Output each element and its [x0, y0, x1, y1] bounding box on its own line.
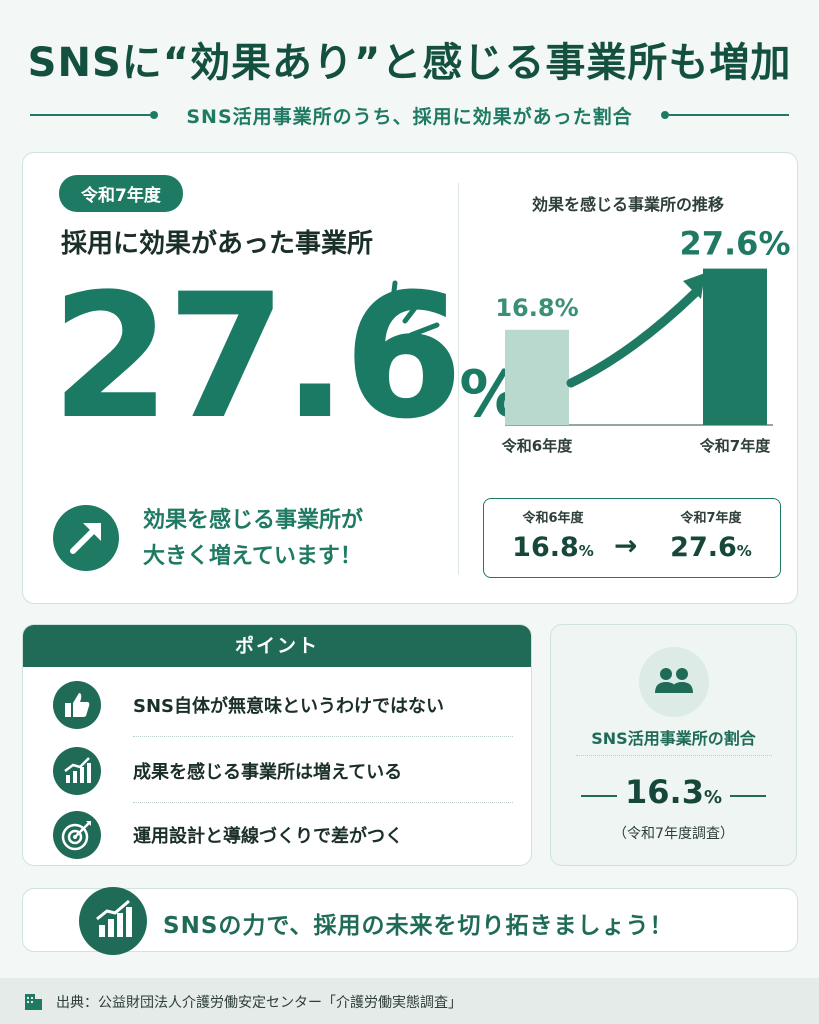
comparison-from-unit: % [578, 542, 594, 560]
subtitle-dot-left [150, 111, 158, 119]
ratio-value-wrap: 16.3% [551, 773, 796, 811]
comparison-arrow-icon: → [614, 529, 638, 562]
target-icon [53, 811, 101, 859]
subtitle: SNS活用事業所のうち、採用に効果があった割合 [186, 106, 633, 128]
comparison-to-year: 令和7年度 [680, 511, 742, 526]
emphasis-lines-icon [388, 280, 440, 338]
main-card: 令和7年度 採用に効果があった事業所 27.6% 効果を感じる事業所が 大きく増… [22, 152, 798, 604]
comparison-from-value: 16.8 [512, 532, 579, 563]
trend-arrow-head [683, 273, 705, 299]
main-message-line1: 効果を感じる事業所が [143, 508, 364, 533]
bar-令和7年度 [703, 268, 767, 425]
comparison-to-unit: % [736, 542, 752, 560]
ratio-note: （令和7年度調査） [613, 826, 734, 842]
ratio-card: SNS活用事業所の割合 16.3% （令和7年度調査） [550, 624, 797, 866]
subtitle-line-left [30, 114, 150, 116]
cta-banner: SNSの力で、採用の未来を切り拓きましょう！ [22, 887, 798, 955]
card-divider [458, 183, 459, 575]
main-heading: 採用に効果があった事業所 [61, 229, 374, 259]
bar-chart-up-icon [79, 887, 147, 955]
ratio-line-right [730, 795, 766, 797]
trend-bar-chart: 16.8% 令和6年度 27.6% 令和7年度 [495, 225, 790, 455]
source-footer: 出典：公益財団法人介護労働安定センター「介護労働実態調査」 [0, 978, 819, 1024]
ratio-line-left [581, 795, 617, 797]
list-item: 運用設計と導線づくりで差がつく [53, 807, 513, 863]
subtitle-row: SNS活用事業所のうち、採用に効果があった割合 [30, 100, 789, 130]
points-heading: ポイント [23, 625, 531, 667]
thumbs-up-icon [53, 681, 101, 729]
users-icon [639, 647, 709, 717]
bar-value-label: 27.6% [679, 225, 790, 263]
source-text: 出典：公益財団法人介護労働安定センター「介護労働実態調査」 [56, 995, 462, 1011]
page-title: SNSに“効果あり”と感じる事業所も増加 [27, 40, 792, 86]
points-card: ポイント SNS自体が無意味というわけではない 成果を感じる事業所は増えている [22, 624, 532, 866]
comparison-from-value-wrap: 16.8% [498, 532, 608, 563]
comparison-to-value-wrap: 27.6% [656, 532, 766, 563]
arrow-up-right-icon [53, 505, 119, 571]
comparison-box: 令和6年度 16.8% → 令和7年度 27.6% [483, 498, 781, 578]
divider [133, 802, 513, 803]
building-icon [25, 994, 42, 1010]
big-percentage: 27.6% [51, 271, 524, 443]
point-text: 運用設計と導線づくりで差がつく [133, 826, 403, 847]
main-message-line2: 大きく増えています！ [143, 544, 362, 569]
chart-title: 効果を感じる事業所の推移 [531, 195, 724, 214]
comparison-to: 令和7年度 27.6% [656, 507, 766, 563]
point-text: 成果を感じる事業所は増えている [133, 762, 403, 783]
year-badge: 令和7年度 [59, 175, 183, 212]
subtitle-line-right [669, 114, 789, 116]
ratio-value: 16.3 [625, 773, 704, 811]
point-text: SNS自体が無意味というわけではない [133, 696, 444, 717]
trend-arrow [566, 288, 700, 388]
divider [133, 736, 513, 737]
comparison-from: 令和6年度 16.8% [498, 507, 608, 563]
divider [576, 755, 772, 756]
bar-令和6年度 [505, 329, 569, 425]
comparison-from-year: 令和6年度 [522, 511, 584, 526]
ratio-label: SNS活用事業所の割合 [591, 729, 756, 748]
banner-text: SNSの力で、採用の未来を切り拓きましょう！ [163, 913, 674, 939]
category-label: 令和7年度 [700, 437, 771, 455]
subtitle-dot-right [661, 111, 669, 119]
growth-chart-icon [53, 747, 101, 795]
comparison-to-value: 27.6 [670, 532, 737, 563]
ratio-unit: % [703, 787, 722, 808]
list-item: 成果を感じる事業所は増えている [53, 743, 513, 803]
bar-value-label: 16.8% [495, 294, 578, 322]
list-item: SNS自体が無意味というわけではない [53, 677, 513, 737]
category-label: 令和6年度 [502, 437, 573, 455]
main-message: 効果を感じる事業所が 大きく増えています！ [143, 503, 363, 575]
